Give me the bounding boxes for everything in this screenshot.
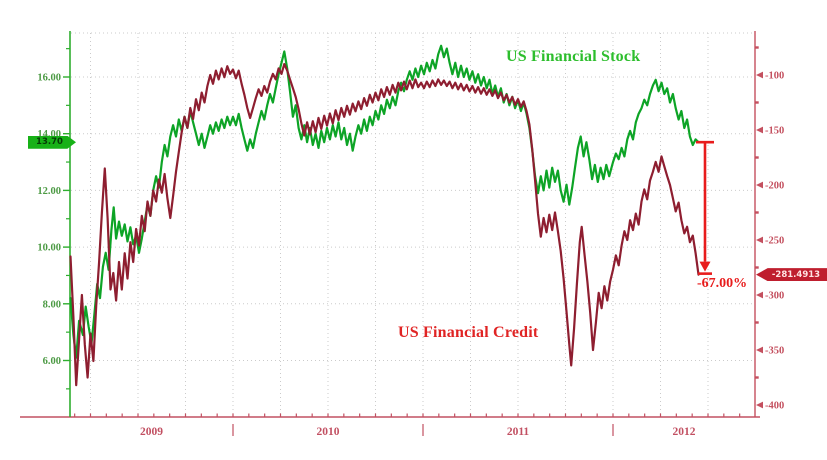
left-axis-tick-label: 12.00	[37, 186, 61, 197]
right-axis-tick-label: -200	[765, 181, 784, 192]
left-axis-tick-label: 8.00	[43, 299, 61, 310]
series-label-stock: US Financial Stock	[506, 48, 641, 65]
right-axis-tick-label: -150	[765, 126, 784, 137]
left-axis-tick-label: 16.00	[37, 73, 61, 84]
series-line-credit	[69, 62, 700, 387]
left-axis-tick-label: 14.00	[37, 129, 61, 140]
x-axis-year-label: 2011	[507, 426, 530, 438]
right-axis-tick-label: -100	[765, 71, 784, 82]
right-axis-tick-label: -300	[765, 291, 784, 302]
series-line-stock	[69, 44, 700, 359]
last-value-tag-stock: 13.70	[28, 135, 76, 149]
right-axis-tick-label: -350	[765, 346, 784, 357]
series-label-credit: US Financial Credit	[398, 324, 539, 341]
decline-arrow	[696, 140, 714, 275]
x-axis: 2009 2010 2011 2012	[20, 413, 760, 438]
left-axis-tick-label: 6.00	[43, 356, 61, 367]
right-axis-tick-label: -250	[765, 236, 784, 247]
left-axis-tick-label: 10.00	[37, 243, 61, 254]
right-axis: -100 -150 -200 -250 -300 -350 -400	[754, 31, 784, 417]
left-axis: 16.00 14.00 12.00 10.00 8.00 6.00	[37, 31, 71, 417]
x-axis-year-label: 2009	[140, 426, 163, 438]
last-value-tag-credit: -281.4913	[756, 268, 827, 282]
x-axis-year-label: 2012	[673, 426, 696, 438]
x-axis-year-label: 2010	[317, 426, 340, 438]
right-axis-tick-label: -400	[765, 401, 784, 412]
decline-annotation: -67.00%	[697, 276, 748, 291]
